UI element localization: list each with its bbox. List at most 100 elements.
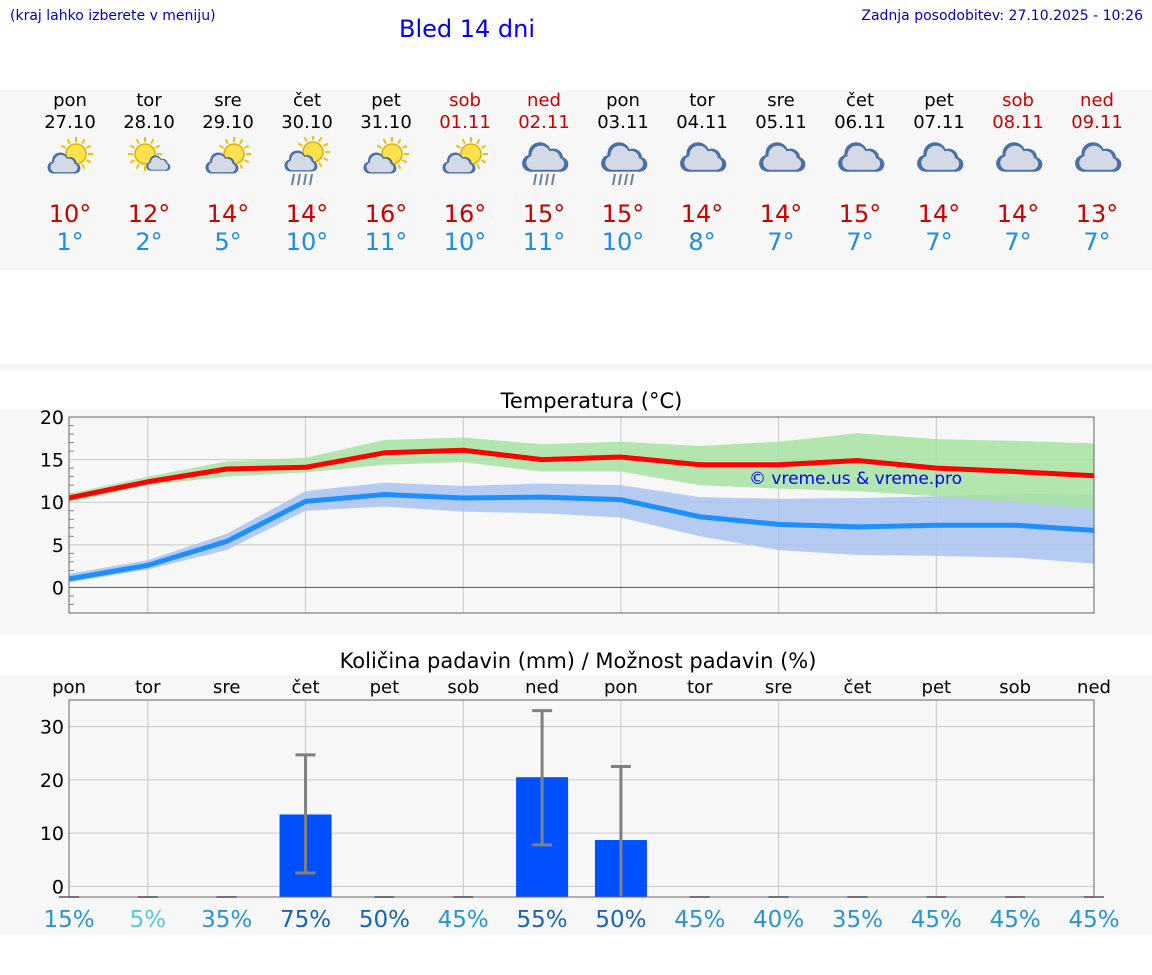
cloud-rain-icon — [599, 136, 648, 192]
precipitation-day-label: sre — [765, 677, 792, 698]
day-name: sob — [449, 90, 481, 111]
precipitation-probability: 55% — [517, 907, 568, 933]
cloud-icon — [678, 136, 727, 192]
section-divider — [0, 364, 1152, 370]
day-name: ned — [527, 90, 561, 111]
min-temperature: 10° — [601, 228, 645, 256]
max-temperature: 15° — [838, 200, 882, 228]
max-temperature: 14° — [759, 200, 803, 228]
max-temperature: 14° — [206, 200, 250, 228]
precipitation-probability: 15% — [43, 907, 94, 933]
min-temperature: 8° — [688, 228, 716, 256]
min-temperature-range-band — [69, 482, 1094, 583]
min-temperature: 7° — [767, 228, 795, 256]
day-date: 03.11 — [597, 112, 649, 133]
precipitation-y-tick-label: 0 — [52, 876, 64, 898]
max-temperature-range-band — [69, 433, 1094, 510]
precipitation-y-tick-label: 30 — [40, 717, 64, 739]
precipitation-probability: 50% — [359, 907, 410, 933]
cloud-icon — [915, 136, 964, 192]
day-name: pon — [53, 90, 87, 111]
day-date: 07.11 — [913, 112, 965, 133]
day-name: čet — [292, 90, 322, 111]
precipitation-day-label: pon — [604, 677, 638, 698]
max-temperature: 15° — [522, 200, 566, 228]
temperature-chart-title: Temperatura (°C) — [500, 389, 683, 413]
max-temperature: 14° — [680, 200, 724, 228]
max-temperature: 16° — [364, 200, 408, 228]
temperature-y-tick-label: 5 — [52, 535, 64, 557]
min-temperature: 11° — [522, 228, 566, 256]
day-date: 27.10 — [44, 112, 96, 133]
precipitation-day-label: pet — [922, 677, 952, 698]
min-temperature: 2° — [135, 228, 163, 256]
day-date: 05.11 — [755, 112, 807, 133]
precipitation-probability: 45% — [990, 907, 1041, 933]
sun-cloud-rain-icon — [283, 135, 331, 192]
precipitation-probability: 45% — [674, 907, 725, 933]
precipitation-y-tick-label: 20 — [40, 770, 64, 792]
precipitation-day-label: tor — [687, 677, 713, 698]
precipitation-day-label: pon — [52, 677, 86, 698]
precipitation-probability: 5% — [130, 907, 167, 933]
precipitation-chart-title: Količina padavin (mm) / Možnost padavin … — [340, 649, 817, 673]
precipitation-day-label: tor — [135, 677, 161, 698]
day-name: tor — [136, 90, 162, 111]
cloud-icon — [757, 136, 806, 192]
min-temperature: 10° — [443, 228, 487, 256]
sun-cloud-icon — [46, 136, 94, 192]
temperature-y-tick-label: 0 — [52, 577, 64, 599]
max-temperature: 14° — [996, 200, 1040, 228]
min-temperature: 5° — [214, 228, 242, 256]
min-temperature-line — [68, 492, 1095, 582]
day-date: 08.11 — [992, 112, 1044, 133]
max-temperature: 12° — [127, 200, 171, 228]
sun-cloud-icon — [204, 136, 252, 192]
page-title: Bled 14 dni — [399, 15, 536, 43]
day-name: pet — [371, 90, 401, 111]
day-date: 01.11 — [439, 112, 491, 133]
min-temperature: 7° — [1004, 228, 1032, 256]
day-name: tor — [689, 90, 715, 111]
day-date: 28.10 — [123, 112, 175, 133]
temperature-y-tick-label: 15 — [40, 450, 64, 472]
cloud-icon — [1073, 136, 1122, 192]
precipitation-probability: 40% — [753, 907, 804, 933]
max-temperature: 15° — [601, 200, 645, 228]
max-temperature-line — [68, 447, 1095, 501]
temperature-y-tick-label: 20 — [40, 407, 64, 429]
day-date: 02.11 — [518, 112, 570, 133]
precipitation-probability: 35% — [201, 907, 252, 933]
max-temperature: 14° — [917, 200, 961, 228]
precipitation-plot-border — [68, 699, 1095, 898]
precipitation-day-label: pet — [370, 677, 400, 698]
min-temperature: 7° — [1083, 228, 1111, 256]
day-date: 04.11 — [676, 112, 728, 133]
copyright-watermark: © vreme.us & vreme.pro — [749, 469, 962, 489]
day-name: pon — [606, 90, 640, 111]
day-name: čet — [845, 90, 875, 111]
precipitation-probability: 75% — [280, 907, 331, 933]
sun-cloud-icon — [441, 136, 489, 192]
precipitation-day-label: ned — [525, 677, 559, 698]
min-temperature: 11° — [364, 228, 408, 256]
day-date: 30.10 — [281, 112, 333, 133]
cloud-icon — [836, 136, 885, 192]
cloud-icon — [994, 136, 1043, 192]
sun-cloud-icon — [362, 136, 410, 192]
precipitation-day-label: ned — [1077, 677, 1111, 698]
min-temperature: 7° — [925, 228, 953, 256]
daily-forecast-strip: pon 27.10 10° 1° tor 28.10 12° 2° sre 29.10 14° 5° č… — [0, 90, 1152, 270]
temperature-y-tick-label: 10 — [40, 492, 64, 514]
precipitation-probability: 45% — [438, 907, 489, 933]
max-temperature: 16° — [443, 200, 487, 228]
min-temperature: 1° — [56, 228, 84, 256]
day-date: 06.11 — [834, 112, 886, 133]
location-hint: (kraj lahko izberete v meniju) — [10, 8, 216, 24]
min-temperature: 7° — [846, 228, 874, 256]
precipitation-y-tick-label: 10 — [40, 823, 64, 845]
day-date: 29.10 — [202, 112, 254, 133]
day-date: 31.10 — [360, 112, 412, 133]
max-temperature: 10° — [48, 200, 92, 228]
precipitation-day-label: čet — [843, 677, 871, 698]
